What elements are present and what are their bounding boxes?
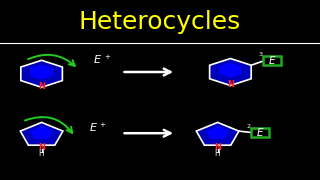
FancyBboxPatch shape (251, 128, 269, 137)
Polygon shape (210, 58, 251, 86)
Text: Heterocycles: Heterocycles (79, 10, 241, 34)
Text: E: E (89, 123, 96, 133)
Polygon shape (30, 65, 53, 79)
Polygon shape (219, 63, 242, 78)
Text: ··: ·· (40, 81, 43, 86)
Polygon shape (21, 60, 62, 87)
Text: ··: ·· (229, 79, 232, 84)
Text: +: + (100, 122, 105, 128)
Polygon shape (196, 122, 239, 145)
Text: N: N (38, 82, 45, 91)
Text: E: E (269, 56, 276, 66)
Text: 3: 3 (259, 52, 263, 57)
Polygon shape (20, 122, 63, 145)
Text: H: H (215, 149, 220, 158)
FancyBboxPatch shape (263, 56, 281, 65)
Text: 2: 2 (246, 124, 251, 129)
Text: N: N (38, 143, 45, 152)
Polygon shape (206, 126, 229, 139)
Text: E: E (257, 128, 263, 138)
Text: +: + (104, 54, 110, 60)
Text: H: H (39, 149, 44, 158)
Text: E: E (94, 55, 101, 65)
Polygon shape (30, 126, 53, 139)
Text: N: N (227, 80, 234, 89)
Text: N: N (214, 143, 221, 152)
